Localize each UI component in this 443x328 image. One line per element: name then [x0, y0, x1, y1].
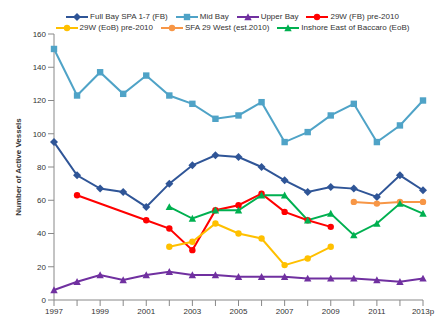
svg-text:120: 120 — [33, 96, 47, 105]
html-text:Mid Bay: Mid Bay — [199, 12, 229, 21]
html-text:Upper Bay: Upper Bay — [260, 12, 299, 21]
svg-text:1997: 1997 — [45, 307, 63, 316]
svg-text:140: 140 — [33, 63, 47, 72]
svg-text:160: 160 — [33, 30, 47, 39]
svg-text:1999: 1999 — [91, 307, 109, 316]
svg-text:2009: 2009 — [322, 307, 340, 316]
svg-text:2005: 2005 — [230, 307, 248, 316]
svg-text:Number of Active Vessels: Number of Active Vessels — [14, 118, 23, 216]
html-text:Inshore East of Baccaro (EoB): Inshore East of Baccaro (EoB) — [301, 23, 410, 32]
svg-text:0: 0 — [42, 296, 47, 305]
html-text:Full Bay SPA 1-7 (FB): Full Bay SPA 1-7 (FB) — [90, 12, 168, 21]
svg-text:2001: 2001 — [137, 307, 155, 316]
html-text:29W (EoB) pre-2010: 29W (EoB) pre-2010 — [79, 23, 153, 32]
svg-text:100: 100 — [33, 130, 47, 139]
html-text:SFA 29 West (est.2010): SFA 29 West (est.2010) — [185, 23, 270, 32]
svg-text:2007: 2007 — [276, 307, 294, 316]
svg-text:80: 80 — [37, 163, 46, 172]
svg-text:2003: 2003 — [183, 307, 201, 316]
svg-text:20: 20 — [37, 263, 46, 272]
svg-text:2013p: 2013p — [412, 307, 435, 316]
html-text:29W (FB) pre-2010: 29W (FB) pre-2010 — [330, 12, 399, 21]
svg-text:2011: 2011 — [368, 307, 386, 316]
svg-text:60: 60 — [37, 196, 46, 205]
svg-text:40: 40 — [37, 229, 46, 238]
